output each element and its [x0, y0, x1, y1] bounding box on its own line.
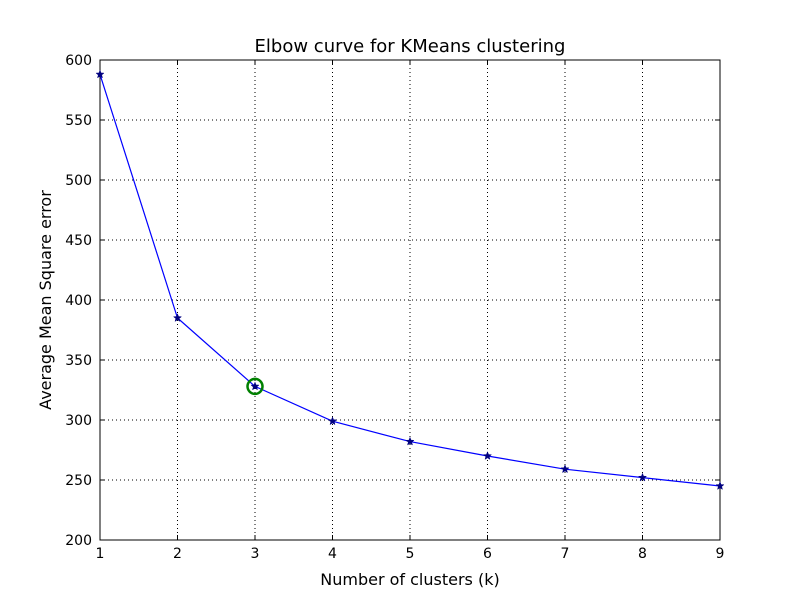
- x-tick-label: 3: [251, 546, 260, 562]
- data-point-marker: [637, 472, 648, 482]
- x-tick-label: 6: [483, 546, 492, 562]
- x-tick-label: 5: [406, 546, 415, 562]
- y-tick-label: 400: [65, 293, 92, 309]
- series-layer: [95, 69, 725, 490]
- tick-labels-layer: 1 2 3 4 5 6 7 8 9 200 250 300 350 400 450 500 550 600: [65, 53, 724, 562]
- y-tick-label: 600: [65, 53, 92, 69]
- data-point-marker: [172, 313, 183, 322]
- data-point-marker: [250, 381, 260, 391]
- data-point-marker: [95, 69, 105, 79]
- x-tick-label: 9: [716, 546, 725, 562]
- x-tick-label: 8: [638, 546, 647, 562]
- y-tick-label: 300: [65, 413, 92, 429]
- highlight-layer: [246, 377, 264, 396]
- x-tick-label: 1: [96, 546, 105, 562]
- y-tick-label: 550: [65, 113, 92, 129]
- ticks-layer: [99, 59, 721, 541]
- y-tick-label: 450: [65, 233, 92, 249]
- y-tick-label: 350: [65, 353, 92, 369]
- chart-title: Elbow curve for KMeans clustering: [255, 36, 566, 57]
- y-tick-label: 500: [65, 173, 92, 189]
- data-point-marker: [327, 416, 338, 426]
- grid-layer: [100, 60, 720, 540]
- y-tick-label: 250: [65, 473, 92, 489]
- x-tick-label: 7: [561, 546, 570, 562]
- x-tick-label: 2: [173, 546, 182, 562]
- data-point-marker: [715, 481, 725, 490]
- data-point-marker: [482, 451, 493, 460]
- data-point-marker: [405, 436, 415, 446]
- x-axis-label: Number of clusters (k): [320, 570, 499, 589]
- x-tick-label: 4: [328, 546, 337, 562]
- data-point-marker: [560, 464, 570, 474]
- y-axis-label: Average Mean Square error: [36, 190, 55, 410]
- y-tick-label: 200: [65, 533, 92, 549]
- elbow-highlight-circle: [246, 377, 264, 396]
